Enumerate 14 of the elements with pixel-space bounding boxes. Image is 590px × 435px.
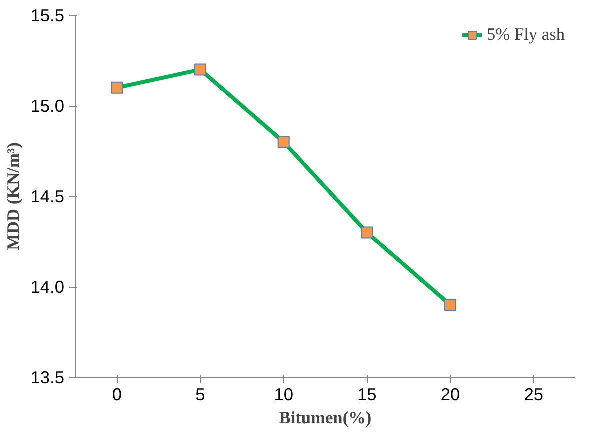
y-tick-label: 15.0: [30, 96, 65, 116]
x-tick-label: 10: [274, 384, 294, 404]
x-tick-label: 0: [112, 384, 122, 404]
x-tick-label: 20: [440, 384, 460, 404]
y-tick-label: 13.5: [30, 368, 65, 388]
y-tick-label: 14.5: [30, 186, 65, 206]
x-tick-label: 5: [196, 384, 206, 404]
x-tick-label: 15: [358, 384, 377, 404]
x-tick-label: 25: [524, 384, 544, 404]
x-axis-title: Bitumen(%): [279, 408, 372, 428]
y-tick-label: 15.5: [30, 6, 65, 26]
y-tick-label: 14.0: [30, 277, 65, 297]
y-axis-title: MDD (KN/m³): [4, 142, 23, 250]
legend-label: 5% Fly ash: [487, 25, 565, 45]
